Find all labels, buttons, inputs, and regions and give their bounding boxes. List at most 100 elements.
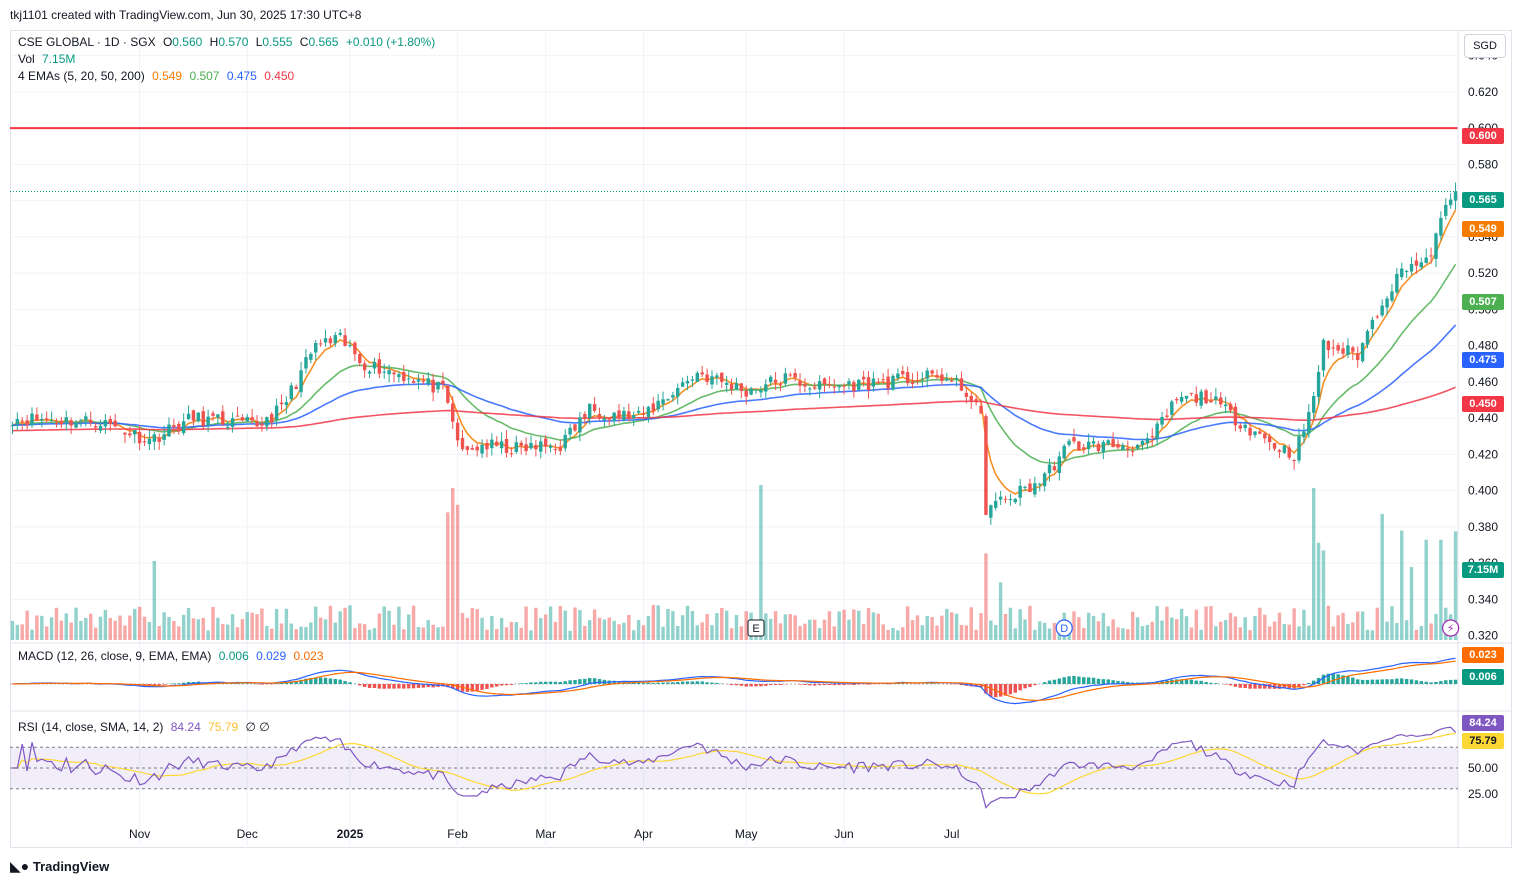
macd-hist-bar [1008,684,1013,695]
macd-hist-bar [1434,681,1438,684]
volume-bar [984,553,988,640]
candle-body [676,387,680,397]
volume-bar [181,614,186,640]
volume-bar [1272,621,1277,640]
ema50-value: 0.475 [226,69,257,83]
macd-hist-bar [1116,680,1120,684]
ema5-value: 0.549 [152,69,183,83]
volume-bar [499,617,504,640]
volume-bar [1082,627,1086,640]
candle-body [79,419,83,421]
volume-bar [455,504,460,640]
volume-bar [553,621,558,640]
volume-bar [475,609,479,640]
macd-hist-bar [416,684,421,688]
ema200-price-tag: 0.450 [1462,396,1504,412]
candle-body [724,382,729,385]
vol-label[interactable]: Vol [18,52,35,66]
time-tick-label: Nov [129,827,150,841]
volume-bar [852,609,856,640]
candle-body [402,372,406,382]
macd-hist-bar [1179,679,1184,684]
volume-bar [651,605,655,640]
candle-body [318,343,323,345]
tradingview-logo[interactable]: ◣● TradingView [10,858,109,875]
candle-body [191,410,196,421]
candle-body [490,439,494,449]
candle-body [690,379,695,381]
candle-body [573,424,577,431]
symbol-label[interactable]: CSE GLOBAL · 1D · SGX [18,35,156,49]
volume-bar [539,618,543,640]
volume-bar [534,607,538,640]
volume-bar [1126,629,1130,640]
candle-body [392,372,396,375]
candle-body [1028,483,1032,492]
legend-emas: 4 EMAs (5, 20, 50, 200) 0.549 0.507 0.47… [18,69,298,83]
volume-bar [773,611,778,640]
candle-body [876,381,881,383]
macd-hist-bar [1297,684,1301,687]
legend-main: CSE GLOBAL · 1D · SGX O0.560 H0.570 L0.5… [18,35,439,49]
brand-label: TradingView [32,859,110,874]
macd-hist-bar [362,684,367,687]
candle-body [607,419,611,421]
rsi-label[interactable]: RSI (14, close, SMA, 14, 2) [18,720,164,734]
volume-bar [1003,614,1008,640]
candle-body [499,441,504,449]
candle-body [196,412,201,422]
volume-bar [25,610,29,640]
volume-bar [524,606,528,640]
ohlc-open: O0.560 [162,35,203,49]
candle-body [837,385,841,388]
volume-bar [998,582,1003,640]
candle-body [935,375,939,378]
volume-bar [206,630,210,640]
candle-body [563,434,567,449]
currency-badge[interactable]: SGD [1464,34,1506,58]
volume-bar [128,615,132,640]
candle-body [54,422,59,424]
candle-body [1219,397,1223,405]
macd-hist-bar [842,684,846,686]
candle-body [265,417,269,427]
candle-body [206,416,210,426]
volume-bar [597,617,602,640]
time-tick-label: Jul [944,827,959,841]
candle-body [421,380,426,382]
macd-hist-bar [451,684,455,689]
candle-body [103,420,108,427]
macd-hist-bar [372,684,377,688]
volume-bar [1042,622,1047,640]
macd-label[interactable]: MACD (12, 26, close, 9, EMA, EMA) [18,649,212,663]
candle-body [602,418,607,421]
volume-bar [250,612,254,640]
volume-bar [1434,613,1438,640]
candle-body [632,415,636,419]
volume-bar [59,620,64,640]
candle-body [20,420,24,422]
ema50-price-tag: 0.475 [1462,352,1504,368]
volume-bar [808,619,812,640]
candle-body [915,380,920,382]
macd-hist-bar [1155,681,1159,684]
candle-body [1321,339,1326,371]
volume-bar [1199,629,1203,640]
candle-body [1419,262,1424,268]
volume-bar [798,626,802,640]
rsi-tick-label: 50.00 [1468,761,1498,775]
rsi-ma-tag: 75.79 [1462,733,1504,749]
volume-bar [294,629,298,640]
volume-bar [279,623,284,640]
volume-bar [362,624,367,640]
macd-hist-bar [1439,681,1443,684]
ema-label[interactable]: 4 EMAs (5, 20, 50, 200) [18,69,145,83]
volume-bar [451,488,455,640]
candle-body [113,420,117,427]
macd-hist-bar [768,684,773,686]
volume-bar [309,622,313,640]
candle-body [656,400,660,410]
macd-hist-bar [1277,684,1282,689]
candle-body [543,438,548,447]
